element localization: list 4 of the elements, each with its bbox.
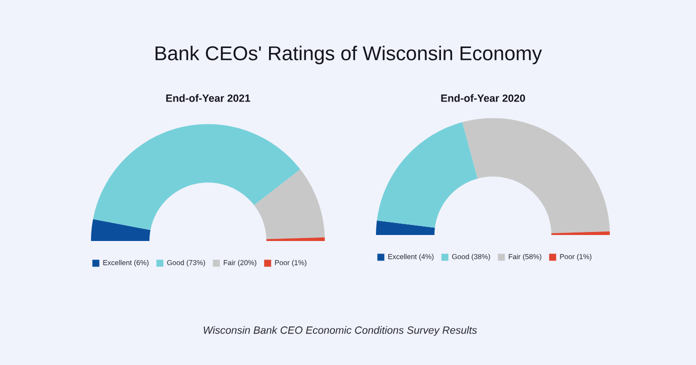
chart-subtitle: End-of-Year 2020 (441, 94, 526, 102)
text: Wisconsin Bank CEO Economic Conditions Survey Results (204, 326, 477, 336)
chart-title: Bank CEOs' Ratings of Wisconsin Economy (156, 46, 542, 64)
chart-subtitle: End-of-Year 2021 (166, 94, 250, 102)
